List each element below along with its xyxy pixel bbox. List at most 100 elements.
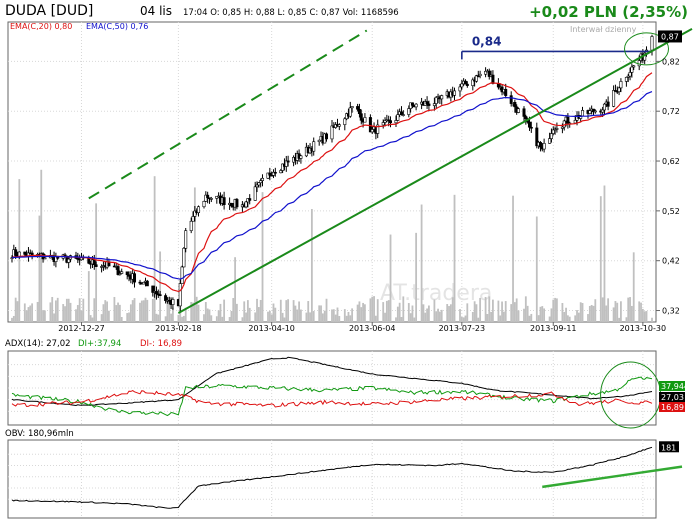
volume-bar xyxy=(139,302,141,322)
adx-value-label: 27,03 xyxy=(661,393,684,402)
volume-bar xyxy=(172,307,174,322)
candle-body xyxy=(434,96,438,104)
legend-diminus: DI-: 16,89 xyxy=(140,339,182,349)
candle-body xyxy=(628,72,632,77)
volume-bar xyxy=(517,310,520,322)
volume-bar xyxy=(157,314,160,322)
volume-bar xyxy=(166,297,169,322)
volume-bar xyxy=(93,298,96,322)
candle-body xyxy=(151,285,155,293)
volume-bar xyxy=(193,187,196,322)
volume-bar xyxy=(385,300,388,322)
adx-value-label: 16,89 xyxy=(661,403,684,412)
volume-bar xyxy=(497,300,500,322)
volume-bar xyxy=(629,297,631,322)
volume-bar xyxy=(12,315,15,322)
volume-bar xyxy=(651,317,653,322)
volume-bar xyxy=(479,297,482,322)
volume-bar xyxy=(420,204,423,322)
adx-value-label: 37,944 xyxy=(661,382,689,391)
volume-bar xyxy=(64,306,66,322)
candle-body xyxy=(396,114,400,121)
price-y-tick-label: 0,82 xyxy=(662,57,680,66)
volume-bar xyxy=(321,313,324,322)
volume-bar xyxy=(448,306,450,322)
candle-body xyxy=(478,73,482,77)
volume-bar xyxy=(601,297,604,322)
volume-bar xyxy=(219,303,222,322)
volume-bar xyxy=(627,297,630,322)
volume-bar xyxy=(630,305,633,322)
candle-body xyxy=(222,197,226,205)
candle-body xyxy=(617,87,621,92)
upper-channel-line xyxy=(88,29,368,200)
candle-body xyxy=(197,206,201,213)
volume-bar xyxy=(177,314,180,322)
volume-bar xyxy=(576,310,578,322)
candle-body xyxy=(100,266,104,268)
volume-bar xyxy=(561,302,564,322)
volume-bar xyxy=(203,314,205,322)
candle-body xyxy=(10,257,14,260)
volume-bar xyxy=(11,317,13,322)
volume-bar xyxy=(29,305,32,322)
volume-bar xyxy=(347,311,350,322)
volume-bar xyxy=(499,315,502,322)
volume-bar xyxy=(248,307,251,322)
candle-body xyxy=(154,291,158,295)
x-tick-label: 2013-09-11 xyxy=(530,324,577,333)
candle-body xyxy=(94,264,98,267)
volume-bar xyxy=(422,304,425,322)
candle-body xyxy=(529,126,533,129)
volume-bar xyxy=(204,302,207,322)
volume-bar xyxy=(153,176,156,322)
volume-bar xyxy=(75,309,77,322)
volume-bar xyxy=(49,302,52,322)
volume-bar xyxy=(69,302,72,322)
volume-bar xyxy=(426,308,428,322)
volume-bar xyxy=(332,309,335,322)
x-tick-label: 2013-04-10 xyxy=(248,324,295,333)
volume-bar xyxy=(40,169,43,322)
date-label: 04 lis xyxy=(140,4,172,18)
obv-panel-frame xyxy=(7,439,657,519)
candle-body xyxy=(164,295,168,301)
candle-body xyxy=(171,299,175,305)
volume-bar xyxy=(16,301,19,322)
candle-body xyxy=(191,216,195,222)
candle-body xyxy=(299,155,303,159)
volume-bar xyxy=(428,305,430,322)
volume-bar xyxy=(400,316,403,322)
diminus-line xyxy=(11,390,653,408)
candle-body xyxy=(458,86,462,92)
price-change: +0,02 PLN (2,35%) xyxy=(529,3,688,21)
candle-body xyxy=(414,103,418,108)
volume-bar xyxy=(440,309,443,322)
candle-body xyxy=(425,101,429,105)
volume-bar xyxy=(460,316,463,322)
volume-bar xyxy=(27,307,30,322)
candle-body xyxy=(491,74,495,84)
candle-body xyxy=(284,160,288,167)
volume-bar xyxy=(120,317,123,322)
volume-bar xyxy=(632,252,635,322)
volume-bar xyxy=(556,298,558,322)
candle-body xyxy=(317,139,321,143)
volume-bar xyxy=(435,311,438,322)
obv-trend-line xyxy=(542,465,683,489)
candle-body xyxy=(440,95,444,100)
volume-bar xyxy=(102,304,105,322)
x-tick-label: 2012-12-27 xyxy=(58,324,105,333)
highlight-ellipse xyxy=(624,32,670,66)
volume-bar xyxy=(62,304,65,322)
volume-bars xyxy=(11,169,653,322)
candle-body xyxy=(92,259,96,265)
candle-body xyxy=(370,129,374,133)
volume-bar xyxy=(14,297,17,322)
volume-bar xyxy=(87,271,90,322)
volume-bar xyxy=(245,312,247,322)
volume-bar xyxy=(451,297,454,322)
volume-bar xyxy=(208,309,211,322)
candle-body xyxy=(133,273,137,283)
volume-bar xyxy=(413,317,416,322)
